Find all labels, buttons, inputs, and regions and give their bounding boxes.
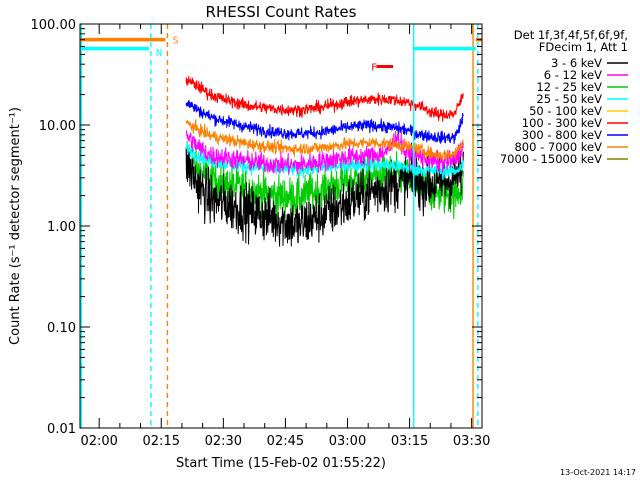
legend-header-line-2: FDecim 1, Att 1 [539, 40, 628, 54]
y-tick-label: 0.01 [47, 422, 76, 437]
legend-label: 800 - 7000 keV [514, 140, 602, 154]
legend-header-line-1: Det 1f,3f,4f,5f,6f,9f, [514, 28, 628, 42]
legend-label: 25 - 50 keV [536, 92, 602, 106]
marker-f: F [371, 62, 377, 73]
y-tick-label: 100.00 [31, 18, 77, 33]
legend: Det 1f,3f,4f,5f,6f,9f, FDecim 1, Att 1 3… [500, 28, 628, 166]
marker-s: S [173, 36, 179, 47]
y-axis-label: Count Rate (s⁻¹ detector segment⁻¹) [8, 107, 23, 345]
legend-label: 6 - 12 keV [544, 68, 602, 82]
x-tick-label: 02:30 [205, 434, 242, 449]
legend-label: 100 - 300 keV [522, 116, 602, 130]
series-line-3-6-kev [185, 141, 464, 247]
chart-title: RHESSI Count Rates [206, 3, 357, 21]
axes-layer: 0.01 0.10 1.00 10.00 100.00 02:00 02:15 02:30 02… [31, 18, 491, 449]
legend-label: 3 - 6 keV [551, 56, 602, 70]
x-axis-label: Start Time (15-Feb-02 01:55:22) [176, 456, 386, 471]
overlay-layer: SN F [80, 24, 482, 428]
legend-label: 50 - 100 keV [529, 104, 602, 118]
series-line-6-12-kev [185, 127, 464, 175]
series-line-300-800-kev [185, 100, 464, 144]
x-tick-label: 03:00 [329, 434, 366, 449]
series-layer [185, 76, 464, 247]
timestamp: 13-Oct-2021 14:17 [560, 468, 636, 477]
x-tick-label: 03:30 [453, 434, 490, 449]
y-tick-label: 1.00 [47, 220, 76, 235]
x-tick-label: 02:00 [80, 434, 117, 449]
series-line-800-7000-kev [185, 119, 464, 161]
marker-n: N [156, 48, 162, 59]
x-tick-label: 03:15 [391, 434, 428, 449]
x-tick-label: 02:15 [143, 434, 180, 449]
legend-label: 7000 - 15000 keV [500, 152, 602, 166]
series-line-100-300-kev [185, 76, 464, 122]
x-tick-label: 02:45 [267, 434, 304, 449]
legend-label: 300 - 800 keV [522, 128, 602, 142]
y-tick-label: 0.10 [47, 321, 76, 336]
y-tick-label: 10.00 [39, 119, 76, 134]
legend-label: 12 - 25 keV [536, 80, 602, 94]
